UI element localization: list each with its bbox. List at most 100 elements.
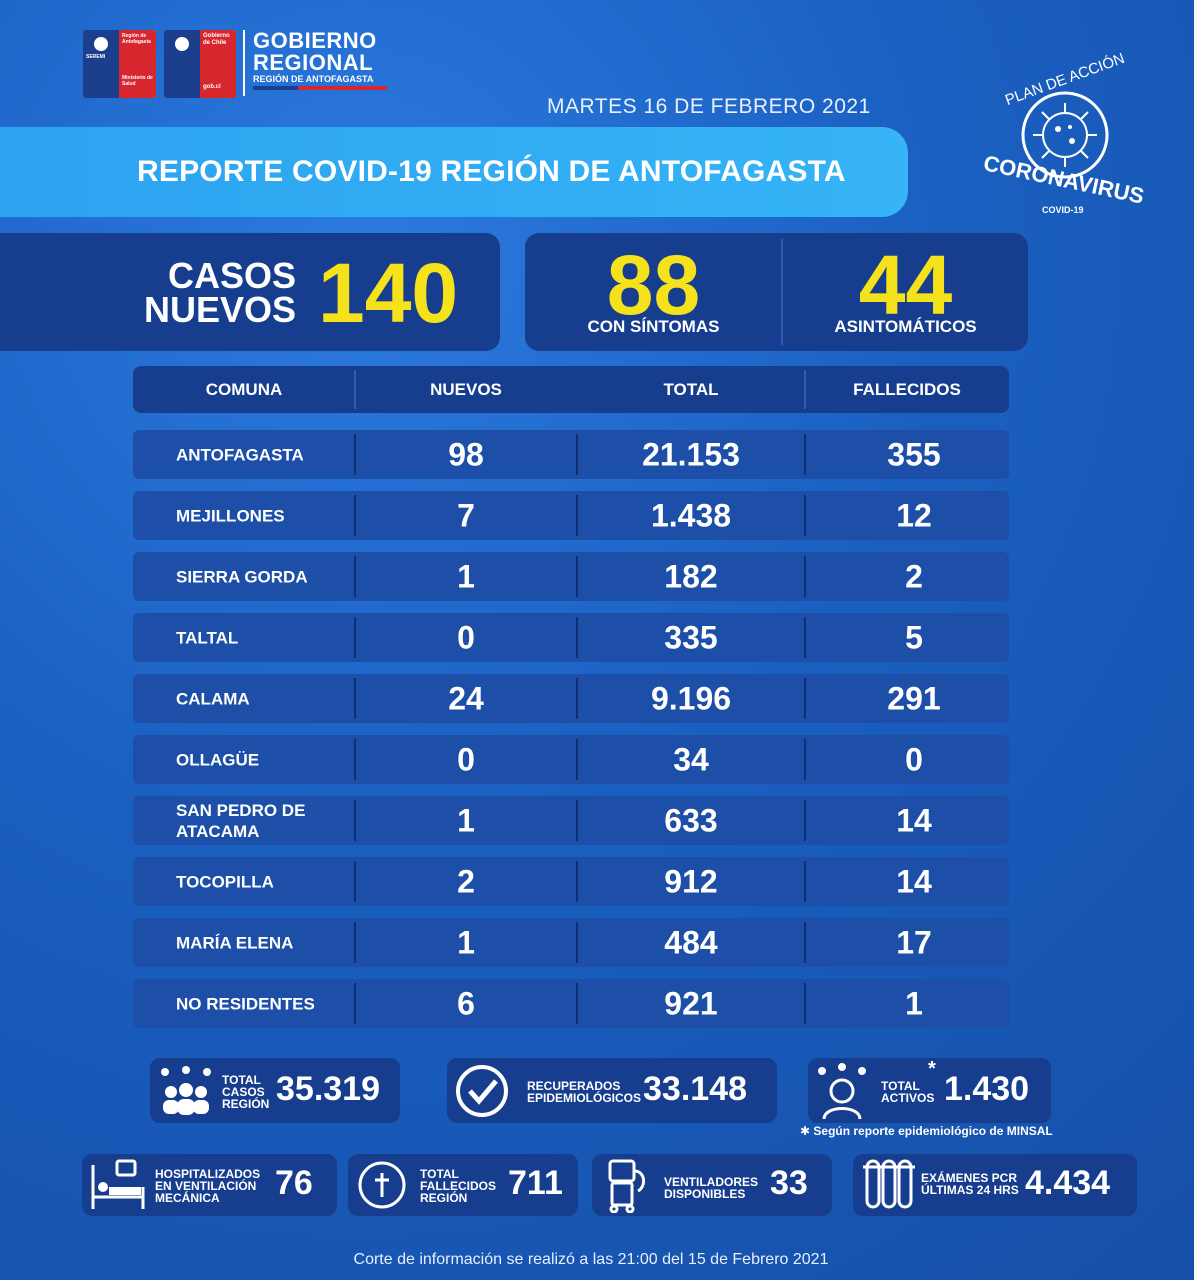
comuna-name: OLLAGÜE: [176, 750, 260, 769]
table-row: TALTAL 0 335 5: [133, 613, 1009, 662]
activos-card: TOTAL ACTIVOS * 1.430: [808, 1058, 1051, 1123]
total-value: 484: [664, 924, 718, 960]
fallecidos-value: 14: [896, 802, 932, 838]
cross-icon: [358, 1161, 406, 1209]
report-date: MARTES 16 DE FEBRERO 2021: [547, 95, 871, 118]
nuevos-value: 1: [457, 924, 475, 960]
pcr-label: EXÁMENES PCR ÚLTIMAS 24 HRS: [921, 1171, 1019, 1197]
ventilator-icon: [608, 1159, 645, 1213]
pcr-value: 4.434: [1025, 1164, 1111, 1202]
asintomaticos-label: ASINTOMÁTICOS: [834, 317, 977, 336]
people-group-icon: [161, 1066, 211, 1115]
fallecidos-value: 2: [905, 558, 923, 594]
activos-value: 1.430: [944, 1070, 1030, 1108]
virus-icon: [1021, 91, 1109, 179]
fallecidos-value: 291: [887, 680, 941, 716]
nuevos-value: 24: [448, 680, 484, 716]
footer-note: Corte de información se realizó a las 21…: [353, 1251, 829, 1268]
hospitalizados-value: 76: [275, 1164, 313, 1202]
fallecidos-card: TOTAL FALLECIDOS REGIÓN 711: [348, 1154, 578, 1216]
nuevos-value: 1: [457, 802, 475, 838]
nuevos-value: 0: [457, 619, 475, 655]
table-header: COMUNA NUEVOS TOTAL FALLECIDOS: [133, 366, 1009, 413]
pcr-card: EXÁMENES PCR ÚLTIMAS 24 HRS 4.434: [853, 1154, 1137, 1216]
coronavirus-badge: PLAN DE ACCIÓN CORONAVIRUS COVID-19: [980, 50, 1150, 225]
total-value: 182: [664, 558, 718, 594]
title-bar: REPORTE COVID-19 REGIÓN DE ANTOFAGASTA: [0, 127, 908, 217]
recovered-virus-icon: [456, 1065, 508, 1117]
total-value: 633: [664, 802, 718, 838]
fallecidos-value: 1: [905, 985, 923, 1021]
table-row: ANTOFAGASTA 98 21.153 355: [133, 430, 1009, 479]
test-tubes-icon: [863, 1159, 915, 1209]
table-row: SIERRA GORDA 1 182 2: [133, 552, 1009, 601]
comuna-name: CALAMA: [176, 689, 250, 708]
total-casos-label: TOTAL CASOS REGIÓN: [222, 1073, 270, 1111]
table-row: MARÍA ELENA 1 484 17: [133, 918, 1009, 967]
header-fallecidos: FALLECIDOS: [853, 380, 961, 399]
comuna-name: TALTAL: [176, 628, 239, 647]
activos-star: *: [928, 1058, 936, 1080]
casos-nuevos-value: 140: [318, 246, 459, 340]
ventiladores-card: VENTILADORES DISPONIBLES 33: [592, 1154, 832, 1216]
nuevos-value: 7: [457, 497, 475, 533]
seremi-logo: SEREMI Región de Antofagasta Ministerio …: [83, 30, 156, 98]
nuevos-value: 2: [457, 863, 475, 899]
total-value: 21.153: [642, 436, 740, 472]
asintomaticos-value: 44: [858, 238, 953, 332]
comuna-name: ANTOFAGASTA: [176, 445, 304, 464]
total-casos-card: TOTAL CASOS REGIÓN 35.319: [150, 1058, 400, 1123]
comuna-name: SIERRA GORDA: [176, 567, 308, 586]
fallecidos-label: TOTAL FALLECIDOS REGIÓN: [420, 1167, 497, 1205]
ventiladores-value: 33: [770, 1164, 808, 1202]
activos-note: ✱ Según reporte epidemiológico de MINSAL: [800, 1124, 1053, 1138]
hospital-bed-icon: [91, 1159, 145, 1209]
page-title: REPORTE COVID-19 REGIÓN DE ANTOFAGASTA: [137, 155, 846, 188]
gobierno-regional-logo: GOBIERNO REGIONAL REGIÓN DE ANTOFAGASTA: [253, 30, 387, 90]
header-comuna: COMUNA: [205, 380, 283, 399]
total-value: 335: [664, 619, 718, 655]
logo-divider: [243, 30, 245, 96]
total-value: 912: [664, 863, 718, 899]
fallecidos-value: 14: [896, 863, 932, 899]
fallecidos-value: 5: [905, 619, 923, 655]
person-virus-icon: [818, 1063, 866, 1120]
total-value: 9.196: [650, 680, 732, 716]
fallecidos-value: 0: [905, 741, 923, 777]
comuna-name: MEJILLONES: [176, 506, 285, 525]
panel-divider: [781, 239, 783, 345]
table-row: TOCOPILLA 2 912 14: [133, 857, 1009, 906]
badge-sub-text: COVID-19: [1042, 205, 1084, 215]
total-value: 921: [664, 985, 718, 1021]
header-total: TOTAL: [663, 380, 719, 399]
recuperados-card: RECUPERADOS EPIDEMIOLÓGICOS 33.148: [447, 1058, 777, 1123]
table-row: OLLAGÜE 0 34 0: [133, 735, 1009, 784]
gobierno-chile-logo: Gobierno de Chile gob.cl: [164, 30, 236, 98]
hospitalizados-label: HOSPITALIZADOS EN VENTILACIÓN MECÁNICA: [155, 1167, 261, 1205]
sintomas-value: 88: [606, 238, 701, 332]
comuna-name: TOCOPILLA: [176, 872, 274, 891]
activos-label: TOTAL ACTIVOS: [881, 1079, 935, 1105]
table-row: SAN PEDRO DE ATACAMA 1 633 14: [133, 796, 1009, 845]
comuna-name: MARÍA ELENA: [176, 933, 294, 952]
nuevos-value: 1: [457, 558, 475, 594]
casos-nuevos-label: CASOS NUEVOS: [143, 255, 296, 330]
fallecidos-total-value: 711: [508, 1164, 563, 1202]
comuna-name: NO RESIDENTES: [176, 994, 315, 1013]
recuperados-value: 33.148: [643, 1070, 747, 1108]
nuevos-value: 0: [457, 741, 475, 777]
table-row: CALAMA 24 9.196 291: [133, 674, 1009, 723]
total-value: 34: [673, 741, 709, 777]
ventiladores-label: VENTILADORES DISPONIBLES: [664, 1175, 759, 1201]
hospitalizados-card: HOSPITALIZADOS EN VENTILACIÓN MECÁNICA 7…: [82, 1154, 337, 1216]
nuevos-value: 6: [457, 985, 475, 1021]
table-row: NO RESIDENTES 6 921 1: [133, 979, 1009, 1028]
fallecidos-value: 17: [896, 924, 932, 960]
table-row: MEJILLONES 7 1.438 12: [133, 491, 1009, 540]
fallecidos-value: 355: [887, 436, 941, 472]
nuevos-value: 98: [448, 436, 484, 472]
recuperados-label: RECUPERADOS EPIDEMIOLÓGICOS: [527, 1079, 642, 1105]
comuna-name: SAN PEDRO DE ATACAMA: [176, 800, 306, 841]
casos-nuevos-panel: CASOS NUEVOS 140: [0, 233, 500, 351]
fallecidos-value: 12: [896, 497, 932, 533]
